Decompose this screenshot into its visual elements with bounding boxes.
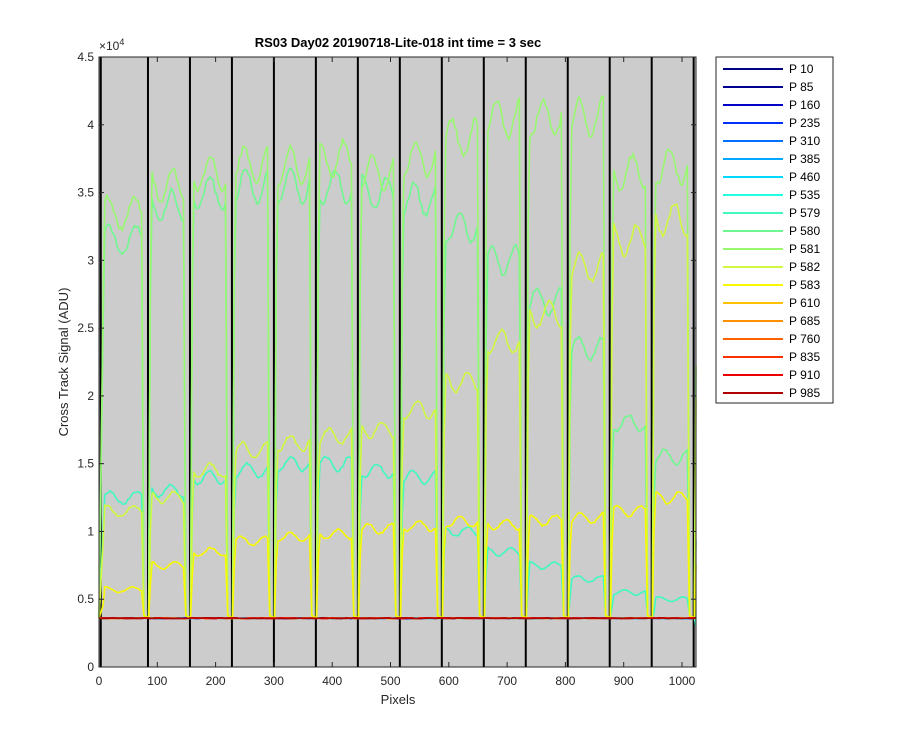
y-axis-label: Cross Track Signal (ADU) [56,288,71,437]
x-axis-label: Pixels [381,692,416,707]
legend-label: P 385 [789,152,820,166]
legend-label: P 10 [789,62,814,76]
x-tick-label: 700 [497,674,517,688]
y-tick-label: 1 [87,524,94,538]
legend-label: P 685 [789,314,820,328]
x-tick-label: 500 [380,674,400,688]
y-tick-label: 0 [87,660,94,674]
x-tick-label: 900 [614,674,634,688]
plot-area-background [99,57,696,667]
y-tick-label: 3 [87,253,94,267]
series-line-p-583 [98,491,697,619]
legend-label: P 610 [789,296,820,310]
x-tick-label: 600 [439,674,459,688]
x-tick-label: 100 [147,674,167,688]
plot-frame [98,56,697,668]
legend-label: P 910 [789,368,820,382]
y-exponent-base: ×10 [99,39,120,53]
legend-items: P 10 P 85 P 160 P 235 P 310 P 385 P 460 P 535 P … [723,62,820,400]
legend-label: P 835 [789,350,820,364]
legend-label: P 581 [789,242,820,256]
y-tick-label: 1.5 [77,457,94,471]
x-tick-label: 400 [322,674,342,688]
window-boundaries [99,57,695,667]
legend-label: P 579 [789,206,820,220]
x-tick-label: 300 [264,674,284,688]
legend-label: P 85 [789,80,814,94]
legend-label: P 235 [789,116,820,130]
legend-label: P 535 [789,188,820,202]
legend-label: P 985 [789,386,820,400]
x-axis-ticks: 0 100 200 300 400 500 600 700 800 900 1000 [96,57,696,688]
series-line-p-985 [98,617,697,620]
legend-label: P 582 [789,260,820,274]
y-tick-label: 3.5 [77,186,94,200]
series-lines [98,95,697,627]
legend: P 10 P 85 P 160 P 235 P 310 P 385 P 460 P 535 P … [715,56,834,404]
y-tick-label: 0.5 [77,592,94,606]
x-tick-label: 0 [96,674,103,688]
legend-label: P 160 [789,98,820,112]
y-tick-label: 4 [87,118,94,132]
x-tick-label: 200 [206,674,226,688]
legend-label: P 760 [789,332,820,346]
y-exponent-label: ×104 [99,37,124,53]
legend-label: P 583 [789,278,820,292]
y-tick-label: 4.5 [77,50,94,64]
legend-label: P 460 [789,170,820,184]
legend-label: P 580 [789,224,820,238]
y-tick-label: 2 [87,389,94,403]
chart-title: RS03 Day02 20190718-Lite-018 int time = … [255,35,542,50]
x-tick-label: 1000 [669,674,696,688]
y-tick-label: 2.5 [77,321,94,335]
y-exponent-power: 4 [119,37,124,47]
x-tick-label: 800 [555,674,575,688]
legend-label: P 310 [789,134,820,148]
y-axis-ticks: 0 0.5 1 1.5 2 2.5 3 3.5 4 4.5 [77,50,696,674]
